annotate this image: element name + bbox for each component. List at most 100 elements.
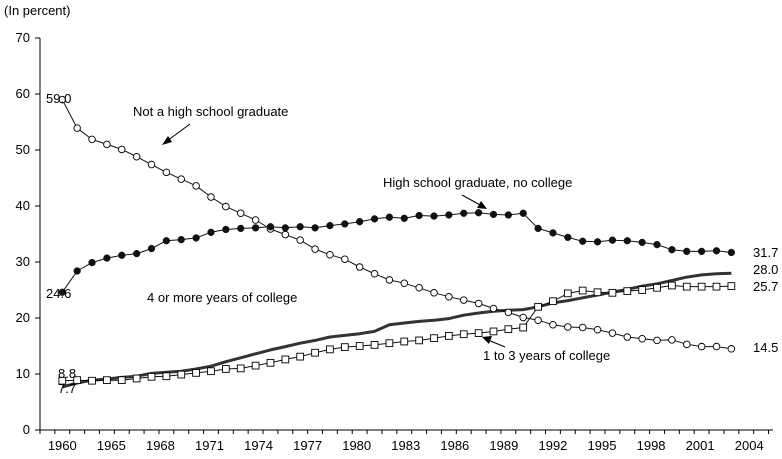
series-3: [58, 281, 736, 385]
data-point: [400, 337, 409, 346]
data-point: [489, 304, 498, 313]
data-point: [564, 233, 572, 242]
annotations: Not a high school graduate High school g…: [133, 104, 610, 363]
data-point: [326, 345, 334, 354]
data-point: [266, 358, 275, 367]
data-point: [147, 160, 156, 169]
x-tick-label: 1986: [440, 438, 469, 453]
data-point: [638, 238, 646, 247]
data-point: [251, 224, 260, 232]
data-point: [712, 282, 721, 291]
y-tick-label: 40: [16, 198, 30, 213]
data-point: [296, 223, 304, 231]
data-point: [222, 225, 230, 234]
data-point: [697, 342, 706, 351]
data-point: [549, 320, 557, 329]
x-tick-label: 1971: [195, 438, 224, 453]
data-point: [400, 214, 408, 222]
data-point: [355, 342, 364, 350]
x-tick-label: 1995: [588, 438, 617, 453]
data-point: [564, 323, 572, 331]
data-point: [534, 316, 542, 324]
data-point: [623, 333, 632, 341]
data-point: [326, 221, 334, 230]
data-point: [385, 276, 394, 284]
data-point: [207, 367, 215, 376]
data-point: [682, 282, 691, 291]
annotation-not-hs-grad: Not a high school graduate: [133, 104, 288, 119]
data-point: [697, 282, 706, 291]
annotation-arrow-hs-grad: [461, 194, 483, 207]
data-point: [549, 297, 557, 306]
data-point: [118, 145, 126, 154]
data-point: [103, 140, 111, 149]
data-point: [697, 247, 706, 256]
end-label-not-hs-grad: 14.5: [753, 340, 778, 355]
arrowhead-icon: [477, 201, 487, 209]
data-point: [593, 238, 602, 246]
data-point: [162, 237, 171, 245]
data-point: [519, 323, 528, 332]
data-point: [400, 279, 409, 288]
data-point: [356, 218, 364, 226]
data-point: [653, 283, 661, 292]
x-tick-label: 1974: [244, 438, 273, 453]
y-tick-label: 70: [16, 30, 30, 45]
data-point: [489, 327, 498, 336]
data-point: [236, 364, 245, 373]
data-point: [73, 124, 81, 132]
series-line: [61, 212, 732, 293]
annotation-arrow-not-hs-grad: [166, 123, 191, 142]
data-point: [296, 352, 305, 361]
data-point: [474, 299, 483, 308]
data-point: [549, 229, 557, 237]
x-tick-label: 1989: [489, 438, 518, 453]
data-point: [251, 216, 260, 224]
series-line: [61, 271, 732, 389]
data-point: [430, 212, 438, 220]
series-group: [58, 95, 736, 389]
data-point: [355, 263, 364, 271]
data-point: [147, 372, 156, 381]
data-point: [311, 224, 319, 232]
data-point: [430, 289, 438, 297]
data-point: [430, 334, 438, 343]
end-label-1-3-years: 25.7: [753, 279, 778, 294]
x-tick-labels: 1960 1965 1968 1971 1974 1977 1980 1983 1986 1989…: [48, 438, 764, 453]
data-point: [385, 213, 394, 221]
data-point: [638, 334, 646, 343]
data-point: [296, 236, 304, 244]
data-point: [132, 152, 141, 161]
data-point: [519, 313, 527, 322]
data-point: [281, 224, 289, 232]
data-point: [73, 267, 81, 275]
data-point: [281, 355, 290, 364]
annotation-arrow-1-3-years: [487, 339, 506, 348]
end-label-hs-grad: 31.7: [753, 245, 778, 260]
data-point: [727, 345, 736, 353]
data-point: [147, 244, 156, 253]
data-point: [415, 211, 423, 220]
x-tick-label: 1992: [538, 438, 567, 453]
data-point: [727, 248, 736, 257]
data-point: [623, 237, 631, 245]
x-tick-label: 1960: [48, 438, 77, 453]
data-point: [192, 234, 200, 242]
data-point: [668, 281, 676, 290]
data-point: [683, 340, 691, 349]
start-label-4-years: 7.7: [58, 381, 76, 396]
data-point: [236, 209, 245, 218]
data-point: [162, 372, 171, 381]
data-point: [58, 376, 67, 385]
data-point: [608, 236, 617, 244]
data-point: [534, 224, 542, 233]
data-point: [88, 376, 96, 385]
x-tick-label: 1977: [293, 438, 322, 453]
data-point: [311, 245, 319, 253]
y-tick-label: 20: [16, 310, 30, 325]
data-point: [266, 223, 275, 231]
data-point: [162, 168, 171, 177]
data-point: [712, 247, 721, 255]
series-1: [58, 209, 736, 296]
data-point: [207, 228, 215, 236]
